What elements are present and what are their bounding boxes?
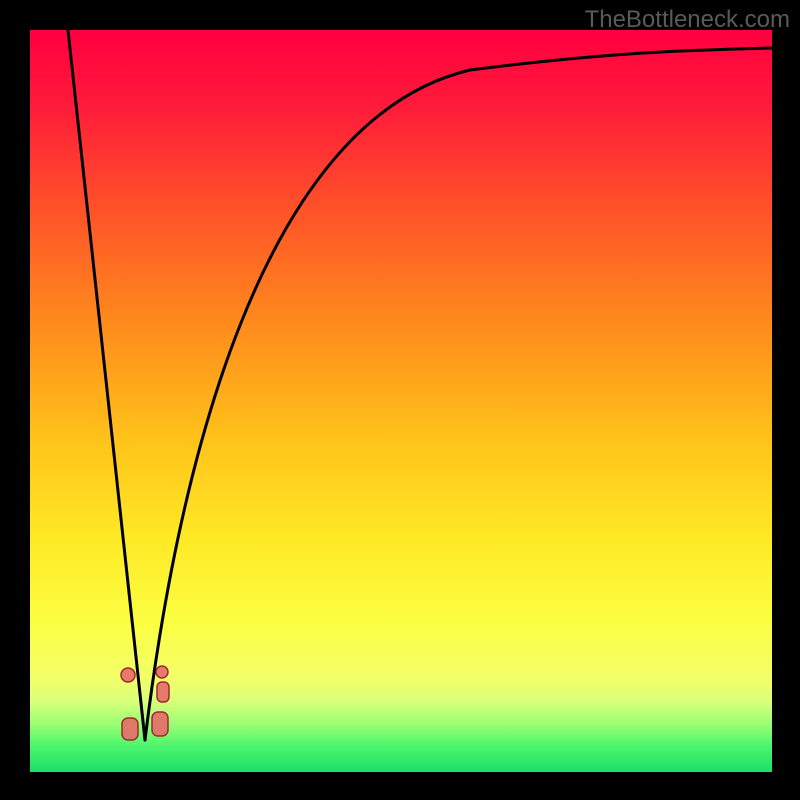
dip-marker-2	[122, 718, 138, 740]
dip-marker-3	[152, 712, 168, 736]
curve-overlay-svg	[0, 0, 800, 800]
bottleneck-curve-left	[68, 30, 145, 740]
bottleneck-curve-right	[145, 48, 772, 740]
dip-marker-1	[156, 666, 168, 678]
dip-marker-4	[157, 682, 169, 702]
dip-marker-0	[121, 668, 135, 682]
watermark-text: TheBottleneck.com	[585, 6, 790, 34]
chart-root: TheBottleneck.com	[0, 0, 800, 800]
